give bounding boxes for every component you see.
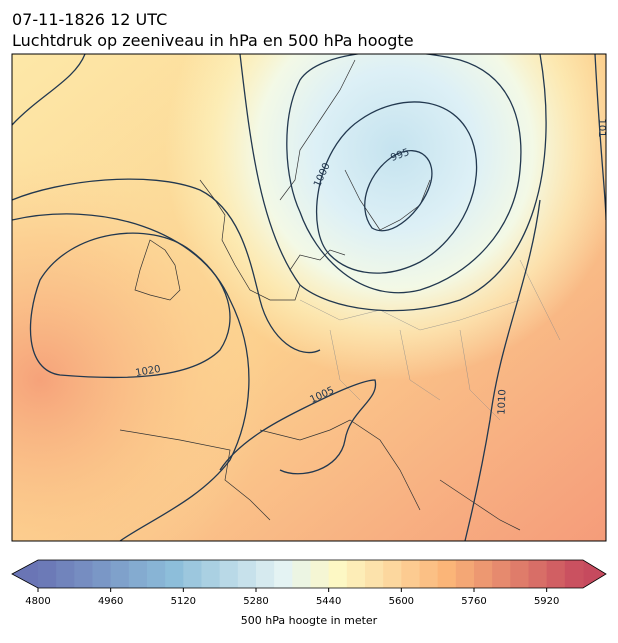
colorbar-bin [365, 560, 384, 588]
map-frame [11, 53, 607, 542]
colorbar-bin [564, 560, 584, 588]
colorbar-bin [92, 560, 112, 588]
colorbar-bin [383, 560, 402, 588]
isobar [239, 54, 547, 312]
isobar-label: 1020 [135, 364, 162, 379]
colorbar-bin [546, 560, 566, 588]
colorbar-bin [274, 560, 293, 588]
isobar-label: 1010 [497, 389, 509, 415]
colorbar-bin [292, 560, 311, 588]
isobar [12, 54, 321, 354]
isobar [29, 232, 231, 379]
title: 07-11-1826 12 UTC [12, 10, 167, 29]
colorbar-tick-label: 5440 [316, 596, 341, 607]
colorbar-bin [401, 560, 420, 588]
subtitle: Luchtdruk op zeeniveau in hPa en 500 hPa… [12, 31, 414, 50]
isobar [364, 150, 433, 232]
colorbar-bin [474, 560, 493, 588]
colorbar-bin [455, 560, 475, 588]
colorbar-bin [510, 560, 529, 588]
colorbar-extend-low [12, 560, 38, 588]
colorbar-bin [528, 560, 548, 588]
colorbar-tick-label: 4960 [98, 596, 123, 607]
colorbar-bin [128, 560, 148, 588]
colorbar-bin [492, 560, 511, 588]
colorbar-tick-label: 5600 [389, 596, 414, 607]
colorbar-bin [165, 560, 184, 588]
colorbar-bin [346, 560, 366, 588]
colorbar-tick-label: 4800 [25, 596, 50, 607]
isobar [219, 379, 377, 475]
colorbar-bin [437, 560, 457, 588]
colorbar-bin [219, 560, 239, 588]
isobar [286, 54, 522, 294]
colorbar-bin [237, 560, 257, 588]
colorbar-tick-label: 5760 [461, 596, 486, 607]
colorbar-bin [147, 560, 166, 588]
colorbar-bin [328, 560, 348, 588]
colorbar-bin [201, 560, 221, 588]
colorbar-tick-label: 5920 [534, 596, 559, 607]
colorbar-tick-label: 5280 [243, 596, 268, 607]
colorbar-bin [56, 560, 75, 588]
colorbar-bin [419, 560, 439, 588]
isobar [464, 199, 541, 541]
isobar-label: 101 [596, 118, 607, 137]
isobar [315, 101, 478, 274]
colorbar-label: 500 hPa hoogte in meter [241, 614, 378, 627]
isobar [12, 213, 250, 541]
colorbar-bin [310, 560, 330, 588]
colorbar-bin [38, 560, 57, 588]
colorbar-bin [256, 560, 275, 588]
colorbar: 4800 4960 5120 5280 5440 5600 5760 5920 [11, 559, 607, 607]
colorbar-tick-label: 5120 [171, 596, 196, 607]
colorbar-bin [110, 560, 130, 588]
colorbar-extend-high [583, 560, 606, 588]
map: 995 1000 1005 1010 1020 101 [12, 54, 607, 541]
colorbar-bin [74, 560, 93, 588]
colorbar-bin [183, 560, 202, 588]
